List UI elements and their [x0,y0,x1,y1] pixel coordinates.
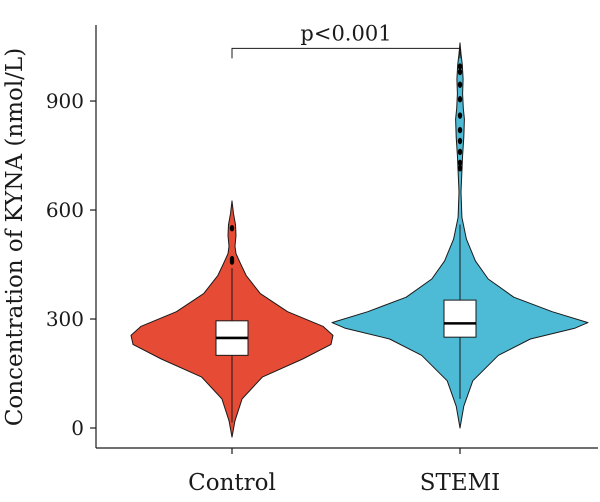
y-tick-label: 900 [46,89,84,113]
significance-bracket [231,47,461,59]
outlier-point-stemi [457,81,463,88]
outlier-point-stemi [457,148,463,156]
y-tick-label: 0 [71,416,84,440]
outlier-point-stemi [457,112,463,119]
outlier-point-stemi [457,165,463,172]
outlier-point-stemi [457,68,463,76]
outlier-point-stemi [457,96,463,103]
y-tick-label: 300 [46,307,84,331]
plot-area [130,42,589,438]
x-tick-label-stemi: STEMI [420,470,501,496]
y-tick-label: 600 [46,198,84,222]
outlier-point-stemi [457,137,463,145]
outlier-point-control [229,255,235,263]
significance-label: p<0.001 [300,21,391,45]
outlier-point-stemi [457,63,463,70]
outlier-point-stemi [457,126,463,134]
outlier-point-control [229,224,235,232]
outlier-point-stemi [457,159,463,166]
y-axis-title: Concentration of KYNA (nmol/L) [2,48,28,426]
box-stemi [443,299,477,338]
axes: Control STEMI 0 300 600 900 p<0.001 [46,21,598,496]
x-tick-label-control: Control [188,470,276,496]
